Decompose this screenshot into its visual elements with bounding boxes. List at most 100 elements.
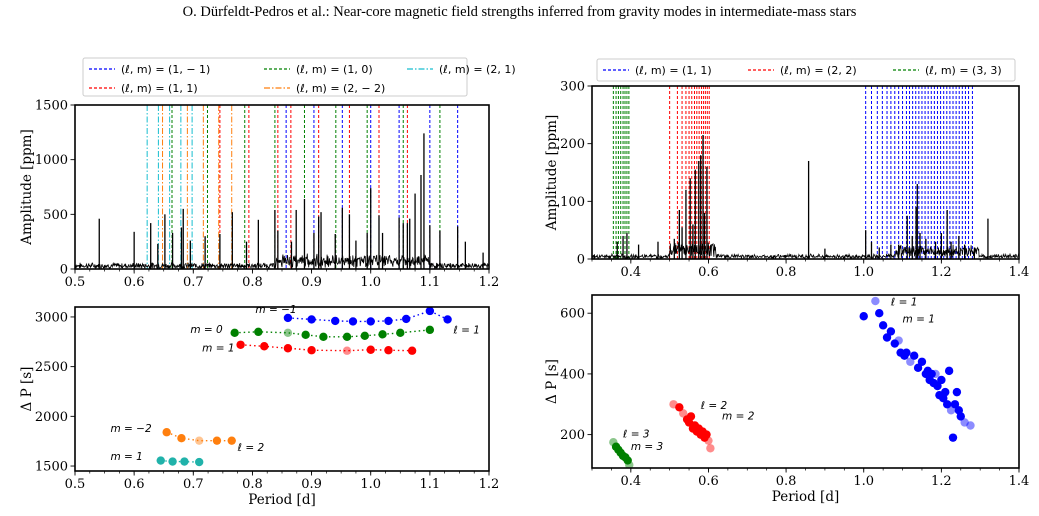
- annotation-label: ℓ = 1: [453, 324, 481, 336]
- legend-label: (ℓ, m) = (1, 1): [635, 64, 712, 77]
- legend: (ℓ, m) = (1, 1) (ℓ, m) = (2, 2) (ℓ, m) = (…: [596, 58, 1016, 82]
- data-point: [933, 381, 942, 391]
- data-point: [909, 351, 919, 360]
- x-tick-label: 0.9: [301, 477, 322, 492]
- data-point: [283, 328, 293, 338]
- y-tick-label: 400: [560, 367, 585, 382]
- data-point: [937, 375, 946, 385]
- data-point: [960, 418, 969, 427]
- data-point: [950, 400, 960, 409]
- x-tick-label: 1.2: [931, 265, 952, 280]
- data-point: [236, 340, 245, 349]
- x-tick-label: 0.8: [776, 265, 797, 280]
- annotation-label: ℓ = 3: [622, 429, 650, 441]
- data-point: [906, 357, 915, 366]
- y-axis-label: Amplitude [ppm]: [544, 115, 560, 232]
- data-point: [331, 316, 340, 326]
- y-tick-label: 300: [560, 80, 585, 95]
- data-point: [366, 345, 375, 354]
- data-point: [875, 309, 884, 318]
- data-point: [407, 346, 417, 355]
- axes-frame: [74, 104, 490, 270]
- y-tick-label: 600: [560, 307, 585, 322]
- plot-area: [592, 86, 1019, 259]
- data-point: [227, 436, 236, 445]
- annotation-label: m = 3: [631, 441, 663, 453]
- x-tick-label: 1.0: [853, 474, 874, 489]
- series-connector: [287, 310, 448, 323]
- data-point: [952, 387, 962, 397]
- y-tick-label: 1500: [35, 99, 68, 114]
- axes-frame: [74, 306, 490, 472]
- data-point: [894, 336, 903, 345]
- y-tick-label: 2000: [35, 410, 68, 425]
- legend-label: (ℓ, m) = (3, 3): [925, 64, 1002, 77]
- y-tick-label: 0: [577, 253, 585, 268]
- data-point: [195, 436, 204, 445]
- data-point: [212, 436, 222, 445]
- data-point: [396, 328, 405, 338]
- legend-label: (ℓ, m) = (2, − 2): [296, 82, 385, 95]
- annotation-label: ℓ = 2: [237, 442, 265, 454]
- data-point: [301, 330, 310, 340]
- x-tick-label: 0.7: [183, 477, 204, 492]
- x-tick-label: 0.6: [698, 265, 719, 280]
- data-point: [254, 327, 263, 337]
- legend-label: (ℓ, m) = (1, − 1): [121, 63, 210, 76]
- x-tick-label: 0.4: [620, 265, 641, 280]
- data-point: [913, 363, 923, 373]
- legend-label: (ℓ, m) = (1, 1): [121, 82, 198, 95]
- y-tick-label: 1000: [35, 153, 68, 168]
- data-point: [942, 400, 952, 409]
- data-point: [168, 457, 177, 466]
- axes-frame: [591, 85, 1020, 260]
- annotation-label: m = 0: [190, 324, 223, 336]
- data-point: [886, 327, 896, 336]
- spectrum-trace: [75, 253, 489, 269]
- x-tick-label: 1.4: [1009, 474, 1030, 489]
- data-point: [342, 346, 352, 355]
- y-tick-label: 100: [560, 195, 585, 210]
- data-point: [360, 331, 369, 341]
- y-tick-label: 500: [43, 208, 68, 223]
- x-axis-label: Period [d]: [248, 492, 315, 508]
- annotation-label: m = −1: [255, 304, 296, 316]
- annotation-label: m = 1: [202, 343, 234, 355]
- data-point: [917, 357, 927, 366]
- spacing-left-panel: 0.5 0.6 0.7 0.8 0.9 1.0 1.1 1.2 1500 2000 2500 3000…: [19, 304, 499, 508]
- data-point: [859, 312, 868, 321]
- x-tick-label: 0.4: [620, 474, 641, 489]
- data-point: [882, 333, 892, 342]
- legend-label: (ℓ, m) = (2, 2): [780, 64, 857, 77]
- data-point: [941, 387, 950, 397]
- data-point: [871, 296, 880, 306]
- data-point: [342, 332, 352, 342]
- data-point: [425, 307, 435, 316]
- data-point: [180, 457, 189, 466]
- spectrum-trace: [592, 242, 1019, 259]
- legend-label: (ℓ, m) = (2, 1): [439, 63, 516, 76]
- x-tick-label: 0.9: [301, 275, 322, 290]
- y-tick-label: 0: [60, 263, 68, 278]
- x-tick-label: 0.7: [183, 275, 204, 290]
- x-tick-label: 1.2: [479, 477, 500, 492]
- annotation-label: ℓ = 2: [700, 400, 728, 412]
- data-point: [956, 412, 965, 421]
- annotation-label: m = 1: [110, 451, 142, 463]
- data-point: [260, 342, 269, 351]
- plot-area: [609, 296, 975, 468]
- data-point: [890, 339, 899, 348]
- legend-box: [82, 57, 468, 97]
- data-point: [402, 314, 411, 324]
- y-tick-label: 200: [560, 137, 585, 152]
- spectrum-left-panel: 0.5 0.6 0.7 0.8 0.9 1.0 1.1 1.2 0 500 1000 1500Ampl…: [19, 57, 516, 290]
- data-point: [704, 436, 713, 445]
- data-point: [966, 421, 975, 430]
- data-point: [425, 325, 435, 335]
- y-tick-label: 3000: [35, 310, 68, 325]
- plot-area: [156, 307, 452, 467]
- data-point: [162, 428, 171, 437]
- data-point: [902, 348, 911, 357]
- x-tick-label: 1.1: [420, 275, 441, 290]
- y-axis-label: Δ P [s]: [19, 367, 35, 412]
